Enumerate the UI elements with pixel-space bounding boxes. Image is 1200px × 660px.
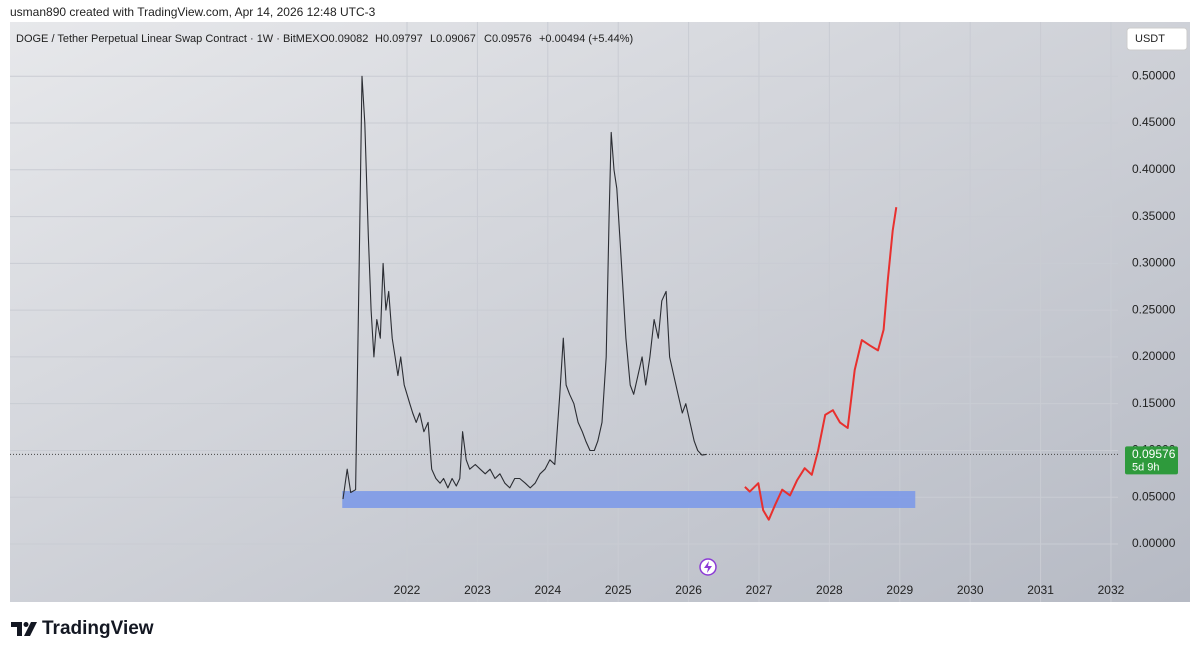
x-tick-label: 2030 [957, 583, 984, 597]
y-tick-label: 0.35000 [1132, 209, 1176, 223]
x-tick-label: 2028 [816, 583, 843, 597]
ohlc-change: +0.00494 (+5.44%) [539, 33, 633, 45]
x-tick-label: 2031 [1027, 583, 1054, 597]
ohlc-open: O0.09082 [320, 33, 368, 45]
x-tick-label: 2024 [534, 583, 561, 597]
y-tick-label: 0.20000 [1132, 349, 1176, 363]
x-tick-label: 2029 [886, 583, 913, 597]
attribution: usman890 created with TradingView.com, A… [10, 5, 376, 19]
y-tick-label: 0.15000 [1132, 396, 1176, 410]
price-line [342, 75, 707, 500]
chart-background [10, 22, 1190, 602]
ohlc-low: L0.09067 [430, 33, 476, 45]
logo-text: TradingView [42, 618, 154, 639]
currency-button[interactable] [1126, 27, 1188, 51]
y-tick-label: 0.40000 [1132, 162, 1176, 176]
support-zone [342, 491, 916, 508]
last-price-box [1125, 446, 1178, 475]
x-tick-label: 2023 [464, 583, 491, 597]
x-tick-label: 2032 [1098, 583, 1125, 597]
y-tick-label: 0.25000 [1132, 302, 1176, 316]
last-price-label: 0.09576 [1132, 447, 1176, 461]
x-tick-label: 2025 [605, 583, 632, 597]
price-line [744, 207, 898, 521]
currency[interactable]: USDT [1135, 33, 1165, 45]
countdown: 5d 9h [1132, 461, 1160, 473]
ohlc-high: H0.09797 [375, 33, 423, 45]
y-tick-label: 0.30000 [1132, 256, 1176, 270]
logo-mark [11, 622, 37, 636]
ohlc-close: C0.09576 [484, 33, 532, 45]
y-tick-label: 0.45000 [1132, 115, 1176, 129]
y-tick-label: 0.05000 [1132, 489, 1176, 503]
event-icon-bolt [704, 561, 712, 573]
y-tick-label: 0.50000 [1132, 68, 1176, 82]
x-tick-label: 2022 [394, 583, 421, 597]
x-tick-label: 2027 [746, 583, 773, 597]
x-tick-label: 2026 [675, 583, 702, 597]
symbol: DOGE / Tether Perpetual Linear Swap Cont… [16, 33, 320, 45]
y-tick-label: 0.00000 [1132, 536, 1176, 550]
